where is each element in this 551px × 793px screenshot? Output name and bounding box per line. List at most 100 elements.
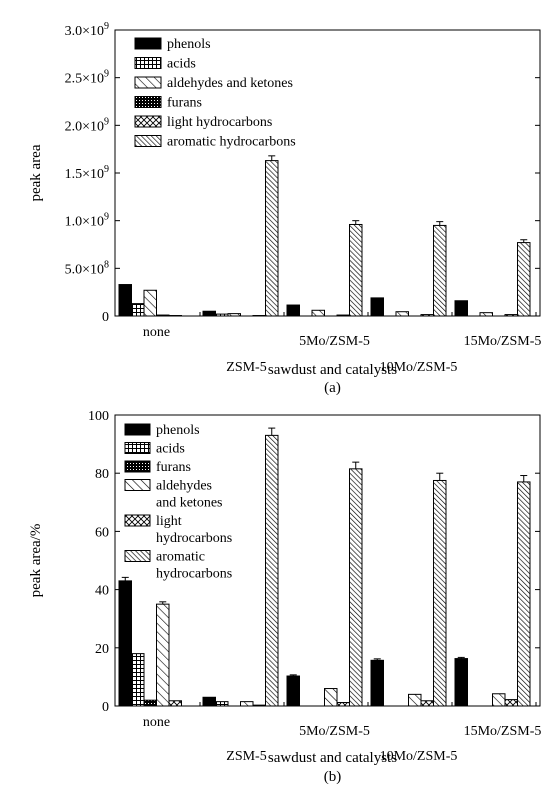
- legend-swatch: [124, 479, 151, 491]
- bar-aromatic-hydrocarbons: [349, 223, 363, 317]
- panel-label: (b): [324, 769, 342, 785]
- bar-aldehydes-and-ketones: [227, 313, 241, 317]
- bar-phenols: [118, 284, 132, 317]
- y-tick-label: 2.5×109: [65, 69, 109, 87]
- y-tick-label: 0: [102, 310, 109, 325]
- y-tick-label: 20: [95, 642, 109, 657]
- bar-acids: [131, 653, 145, 707]
- legend-swatch: [124, 550, 151, 562]
- bar-aldehydes-and-ketones: [479, 312, 493, 317]
- legend-label: acids: [156, 442, 185, 457]
- y-axis-title: peak area/%: [28, 524, 44, 598]
- legend-label: hydrocarbons: [156, 567, 232, 582]
- x-category-label: 10Mo/ZSM-5: [380, 749, 458, 764]
- bar-aromatic-hydrocarbons: [517, 242, 531, 317]
- legend-swatch: [134, 37, 162, 50]
- x-category-label: 5Mo/ZSM-5: [299, 724, 370, 739]
- legend-label: furans: [156, 460, 191, 475]
- y-tick-label: 3.0×109: [65, 21, 109, 39]
- bar-aldehydes-and-ketones: [324, 688, 338, 707]
- legend-label: aromatic: [156, 550, 205, 565]
- legend-label: phenols: [156, 423, 200, 438]
- bar-aromatic-hydrocarbons: [265, 434, 279, 707]
- x-category-label: none: [143, 715, 170, 730]
- legend-label: and ketones: [156, 496, 222, 511]
- bar-aldehydes-and-ketones: [143, 289, 157, 317]
- bar-light-hydrocarbons: [504, 699, 518, 707]
- x-category-label: none: [143, 325, 170, 340]
- legend-label: aromatic hydrocarbons: [167, 135, 296, 150]
- legend-swatch: [124, 460, 151, 473]
- bar-aldehydes-and-ketones: [408, 693, 422, 707]
- bar-aromatic-hydrocarbons: [433, 479, 447, 707]
- bar-furans: [143, 699, 157, 707]
- legend-label: furans: [167, 96, 202, 111]
- bar-phenols: [370, 297, 384, 317]
- bar-light-hydrocarbons: [336, 702, 350, 707]
- legend-swatch: [124, 423, 151, 436]
- x-category-label: 15Mo/ZSM-5: [464, 724, 542, 739]
- y-tick-label: 60: [95, 525, 109, 540]
- chart-panel-a: 0 5.0×108 1.0×109 1.5×109 2.0×109 2.5×109 3.0×…: [28, 21, 541, 396]
- bar-aldehydes-and-ketones: [240, 701, 254, 707]
- bar-furans: [156, 314, 170, 317]
- bar-acids: [131, 303, 145, 317]
- bar-acids: [215, 313, 229, 317]
- legend-label: light: [156, 514, 182, 529]
- bar-phenols: [454, 658, 468, 707]
- y-tick-label: 40: [95, 584, 109, 599]
- bar-aldehydes-and-ketones: [395, 311, 409, 317]
- bar-light-hydrocarbons: [252, 704, 266, 707]
- bar-aldehydes-and-ketones: [311, 309, 325, 317]
- x-category-label: 15Mo/ZSM-5: [464, 334, 542, 349]
- bar-light-hydrocarbons: [336, 314, 350, 317]
- x-category-label: ZSM-5: [226, 749, 266, 764]
- legend-label: light hydrocarbons: [167, 115, 272, 130]
- bar-light-hydrocarbons: [504, 314, 518, 317]
- legend-swatch: [124, 514, 151, 527]
- legend-swatch: [134, 135, 162, 147]
- bar-phenols: [286, 304, 300, 317]
- y-tick-label: 1.5×109: [65, 164, 109, 182]
- y-tick-label: 100: [88, 409, 109, 424]
- bar-phenols: [202, 310, 216, 317]
- bar-aromatic-hydrocarbons: [433, 224, 447, 317]
- bar-light-hydrocarbons: [420, 700, 434, 707]
- legend-label: phenols: [167, 37, 211, 52]
- bar-light-hydrocarbons: [420, 314, 434, 317]
- x-category-label: 10Mo/ZSM-5: [380, 360, 458, 375]
- legend-label: hydrocarbons: [156, 531, 232, 546]
- legend-swatch: [134, 57, 162, 69]
- bar-light-hydrocarbons: [168, 700, 182, 707]
- legend-label: aldehydes: [156, 479, 212, 494]
- y-tick-label: 1.0×109: [65, 212, 109, 230]
- y-axis-title: peak area: [28, 144, 44, 201]
- bar-phenols: [118, 580, 132, 707]
- legend-label: aldehydes and ketones: [167, 76, 293, 91]
- bar-phenols: [202, 696, 216, 707]
- panel-label: (a): [324, 380, 341, 396]
- y-tick-label: 5.0×108: [65, 259, 109, 277]
- bar-phenols: [286, 675, 300, 707]
- x-category-label: ZSM-5: [226, 360, 266, 375]
- y-tick-label: 2.0×109: [65, 116, 109, 134]
- x-axis-title: sawdust and catalysts: [268, 750, 397, 766]
- bar-phenols: [454, 300, 468, 317]
- bar-aldehydes-and-ketones: [492, 693, 506, 707]
- y-tick-label: 80: [95, 467, 109, 482]
- bar-aromatic-hydrocarbons: [265, 160, 279, 317]
- chart-panel-b: 0 20 40 60 80 100 none ZSM-5 5Mo/ZSM-5 10Mo/ZSM-5…: [28, 409, 541, 785]
- x-category-label: 5Mo/ZSM-5: [299, 334, 370, 349]
- bar-phenols: [370, 659, 384, 707]
- y-tick-label: 0: [102, 700, 109, 715]
- legend-swatch: [134, 76, 162, 89]
- legend-swatch: [124, 442, 151, 454]
- legend-swatch: [134, 115, 162, 128]
- bar-aromatic-hydrocarbons: [349, 468, 363, 707]
- bar-aldehydes-and-ketones: [156, 603, 170, 707]
- legend-swatch: [134, 96, 162, 108]
- bar-acids: [215, 701, 229, 707]
- bar-aromatic-hydrocarbons: [517, 481, 531, 707]
- plot-frame: [114, 29, 541, 317]
